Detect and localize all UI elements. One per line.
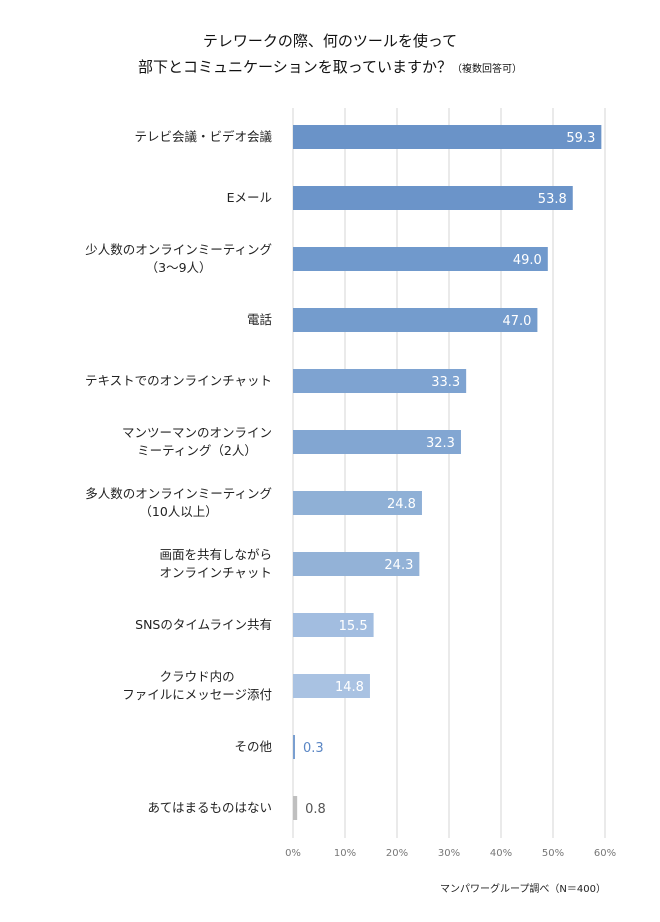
x-tick-label: 0% [285,848,301,859]
category-label: その他 [234,739,272,754]
x-tick-label: 30% [438,848,460,859]
x-tick-label: 10% [334,848,356,859]
data-label: 59.3 [566,131,595,146]
data-label: 47.0 [502,314,531,329]
data-label: 33.3 [431,375,460,390]
category-label: テキストでのオンラインチャット [84,373,272,388]
data-label: 24.3 [384,558,413,573]
chart-title-line2: 部下とコミュニケーションを取っていますか？（複数回答可） [0,56,660,77]
bar [293,552,420,576]
bar [293,186,573,210]
category-label: 電話 [246,312,272,327]
chart-title-main: 部下とコミュニケーションを取っていますか？ [138,58,452,76]
category-label: Eメール [226,190,272,205]
data-label: 0.8 [305,802,326,817]
bar [293,735,295,759]
bar [293,308,538,332]
bar [293,369,467,393]
data-label: 32.3 [426,436,455,451]
x-tick-label: 20% [386,848,408,859]
bar [293,796,298,820]
category-label: 多人数のオンラインミーティング （10人以上） [85,486,272,519]
x-tick-label: 60% [594,848,616,859]
data-label: 53.8 [538,192,567,207]
x-tick-label: 50% [542,848,564,859]
category-label: SNSのタイムライン共有 [135,617,272,632]
source-note: マンパワーグループ調べ（N＝400） [440,884,606,895]
bar [293,430,461,454]
bar [293,613,374,637]
data-label: 14.8 [335,680,364,695]
data-label: 0.3 [303,741,324,756]
bar [293,125,602,149]
data-label: 15.5 [339,619,368,634]
category-label: テレビ会議・ビデオ会議 [134,129,272,144]
chart-title-line1: テレワークの際、何のツールを使って [202,32,458,50]
data-label: 24.8 [387,497,416,512]
data-label: 49.0 [513,253,542,268]
chart-title-note: （複数回答可） [451,64,522,75]
bar [293,491,422,515]
x-tick-label: 40% [490,848,512,859]
bar [293,247,548,271]
bar [293,674,370,698]
category-label: クラウド内の ファイルにメッセージ添付 [122,669,272,702]
category-label: あてはまるものはない [147,800,272,815]
category-label: マンツーマンのオンライン ミーティング（2人） [121,425,272,458]
category-label: 少人数のオンラインミーティング （3～9人） [85,242,272,275]
category-label: 画面を共有しながら オンラインチャット [159,547,272,580]
